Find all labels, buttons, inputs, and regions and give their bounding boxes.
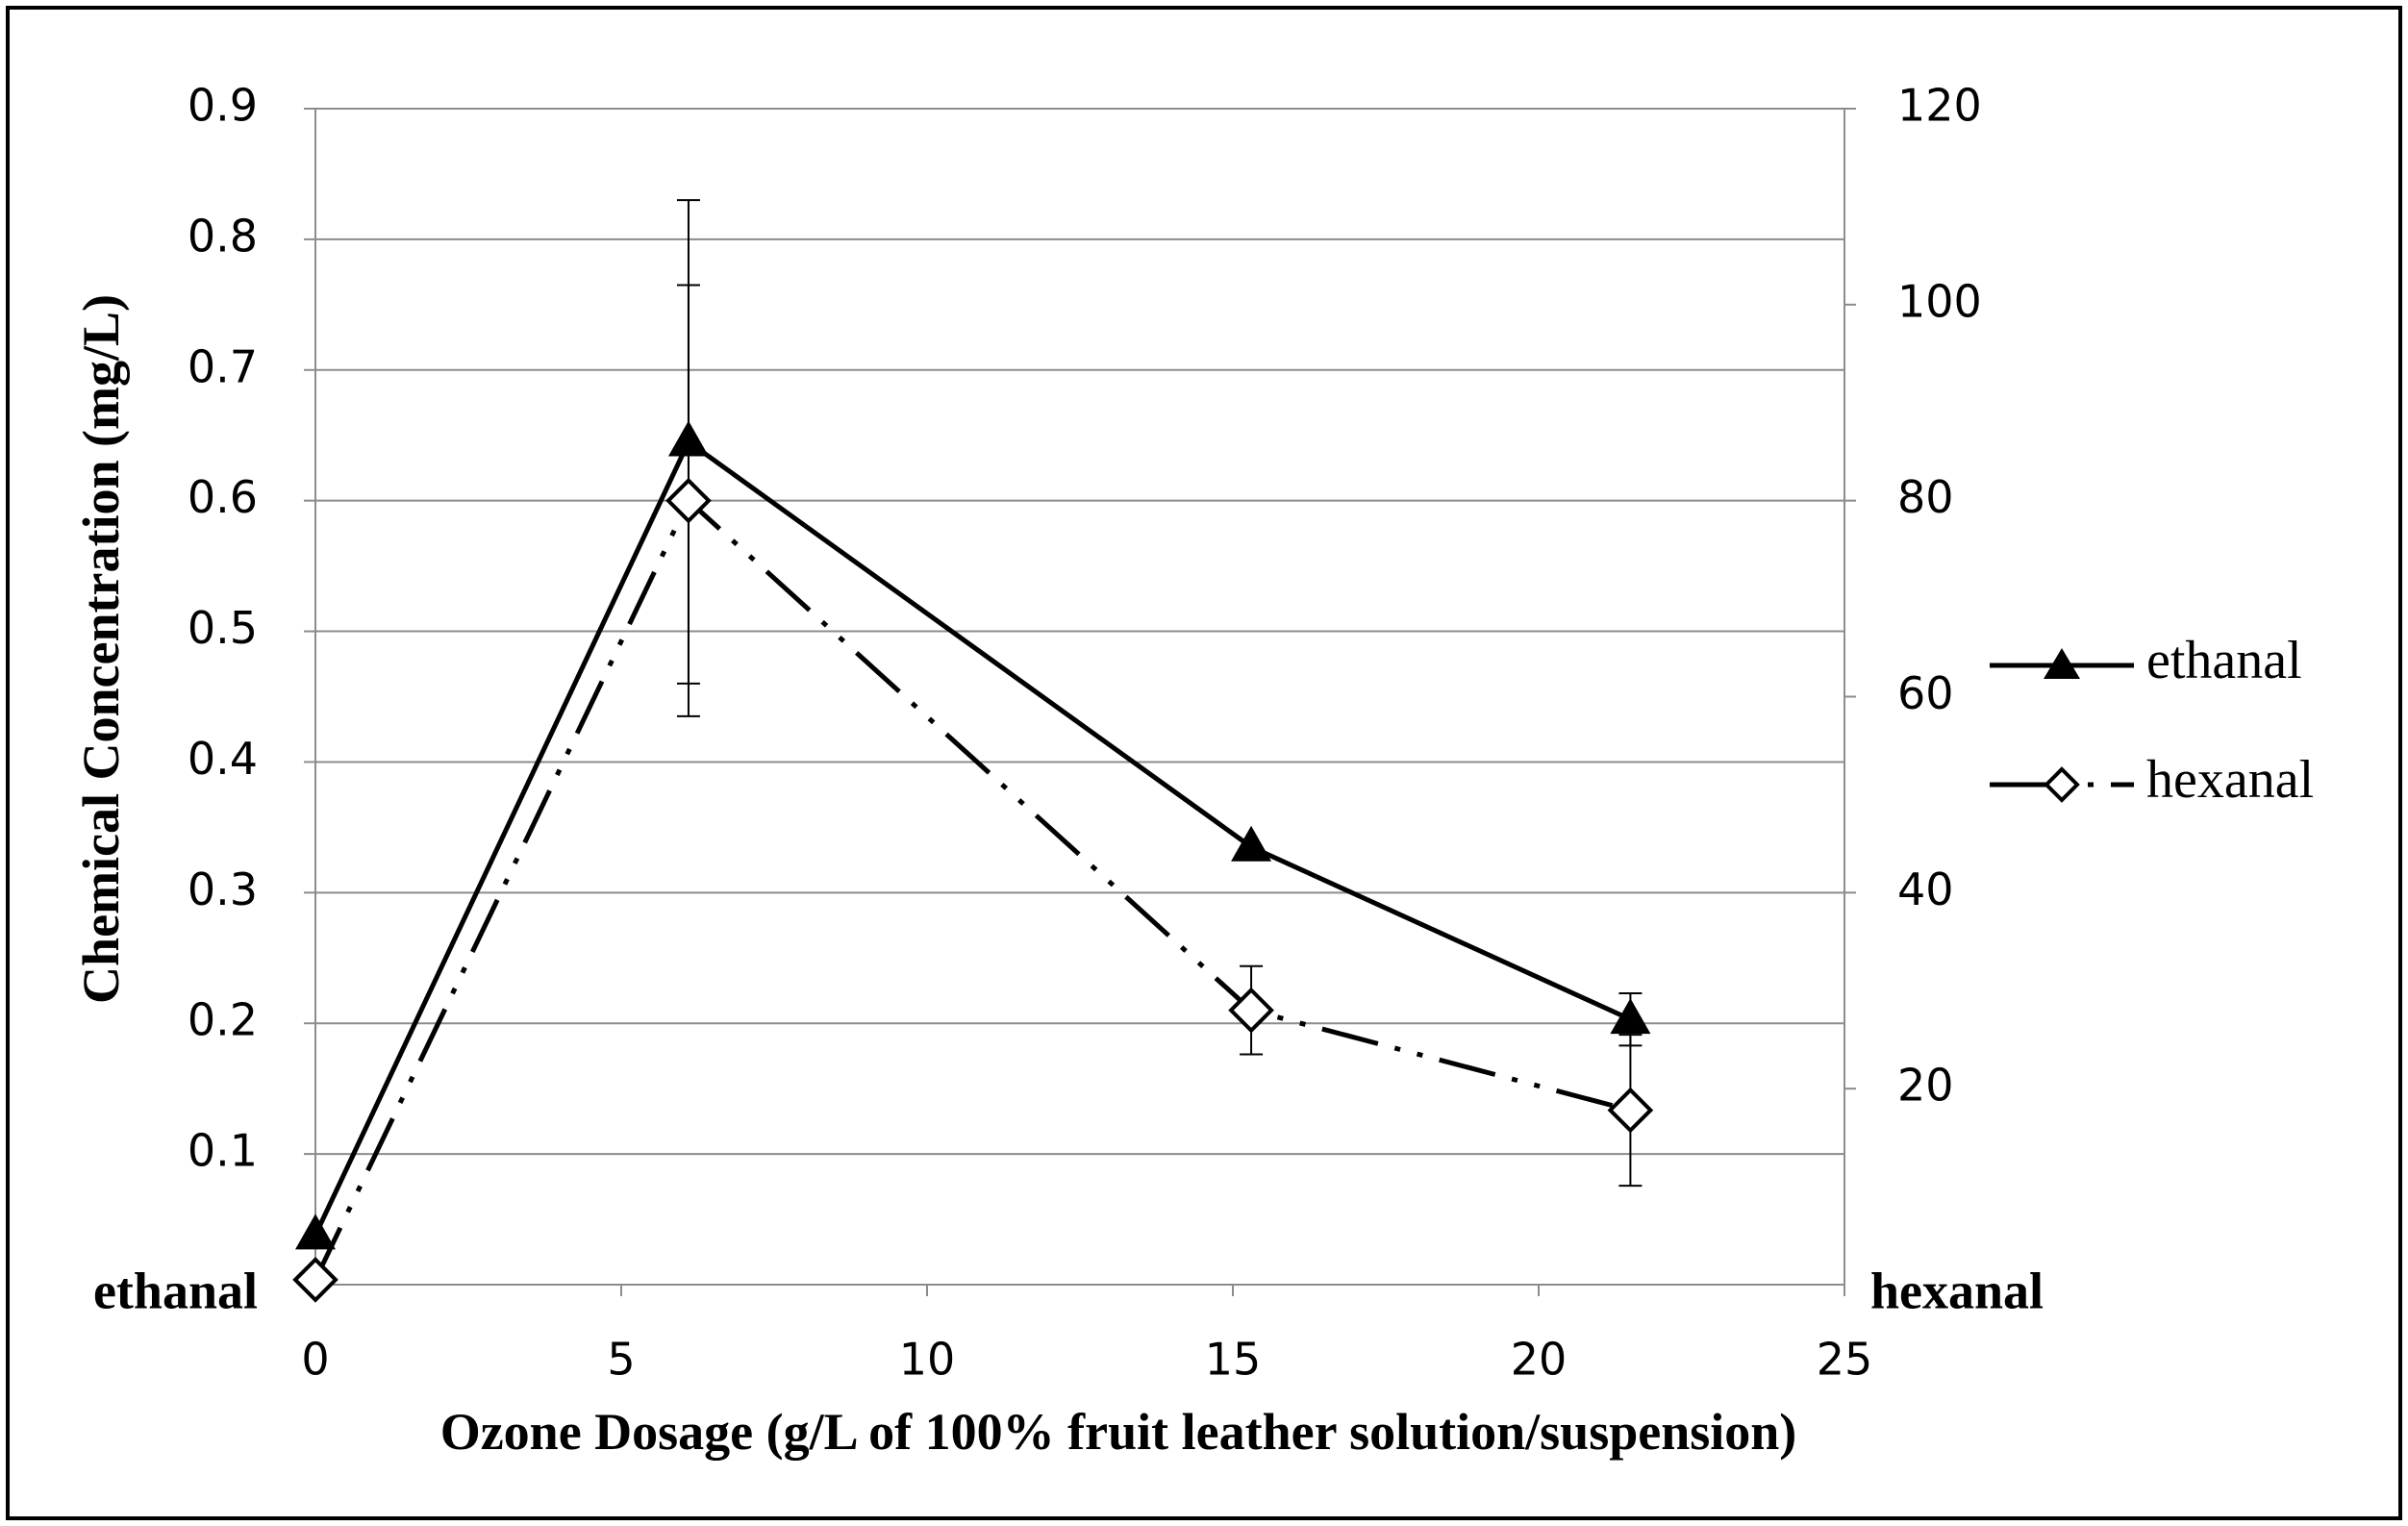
x-tick-label-5: 25	[1817, 1334, 1873, 1386]
legend-marker-hexanal	[2044, 766, 2080, 803]
left-tick-label-0: 0.1	[188, 1125, 258, 1177]
legend-item-ethanal: ethanal	[1990, 631, 2302, 690]
left-tick-label-7: 0.8	[188, 210, 258, 262]
left-tick-label-2: 0.3	[188, 863, 258, 915]
x-tick-label-4: 20	[1511, 1334, 1568, 1386]
hexanal-line	[313, 496, 1632, 1281]
legend-item-hexanal: hexanal	[1990, 750, 2314, 810]
right-tick-label-0: 20	[1897, 1060, 1954, 1112]
legend-label-hexanal: hexanal	[2146, 750, 2314, 810]
right-tick-label-4: 100	[1897, 275, 1982, 327]
right-tick-label-1: 40	[1897, 863, 1954, 915]
right-tick-label-5: 120	[1897, 80, 1982, 132]
series-hexanal	[292, 284, 1654, 1303]
ethanal-point-2	[1231, 825, 1272, 862]
left-tick-label-4: 0.5	[188, 602, 258, 654]
right-tick-label-2: 60	[1897, 667, 1954, 719]
left-tick-label-1: 0.2	[188, 994, 258, 1046]
hexanal-point-0	[292, 1257, 339, 1303]
left-tick-label-6: 0.7	[188, 340, 258, 392]
right-axis-ticks: 20 40 60 80 100 120	[1844, 80, 1982, 1112]
outer-frame	[6, 6, 2402, 1520]
x-axis-title: Ozone Dosage (g/L of 100% fruit leather …	[440, 1403, 1797, 1461]
x-tick-label-1: 5	[607, 1334, 635, 1386]
left-axis-zero-label: ethanal	[93, 1262, 258, 1319]
right-axis-zero-label: hexanal	[1870, 1262, 2044, 1319]
ethanal-line	[313, 438, 1632, 1237]
left-tick-label-8: 0.9	[188, 80, 258, 132]
x-tick-label-3: 15	[1205, 1334, 1262, 1386]
x-axis-ticks: 0 5 10 15 20 25	[301, 1285, 1872, 1386]
legend-label-ethanal: ethanal	[2146, 631, 2302, 690]
hexanal-point-2	[1228, 987, 1274, 1034]
left-tick-label-3: 0.4	[188, 733, 258, 785]
right-tick-label-3: 80	[1897, 471, 1954, 523]
hexanal-point-1	[665, 477, 712, 524]
legend: ethanal hexanal	[1990, 631, 2314, 810]
grid	[315, 108, 1844, 1156]
x-tick-label-2: 10	[899, 1334, 956, 1386]
hexanal-point-3	[1607, 1087, 1654, 1134]
left-tick-label-5: 0.6	[188, 471, 258, 523]
ethanal-point-3	[1610, 998, 1651, 1035]
legend-marker-ethanal	[2044, 648, 2080, 679]
x-tick-label-0: 0	[301, 1334, 329, 1386]
y-axis-title: Chemical Concentration (mg/L)	[72, 294, 130, 1004]
left-axis-ticks: 0.1 0.2 0.3 0.4 0.5 0.6 0.7 0.8 0.9	[188, 80, 315, 1177]
ethanal-point-0	[295, 1213, 336, 1250]
